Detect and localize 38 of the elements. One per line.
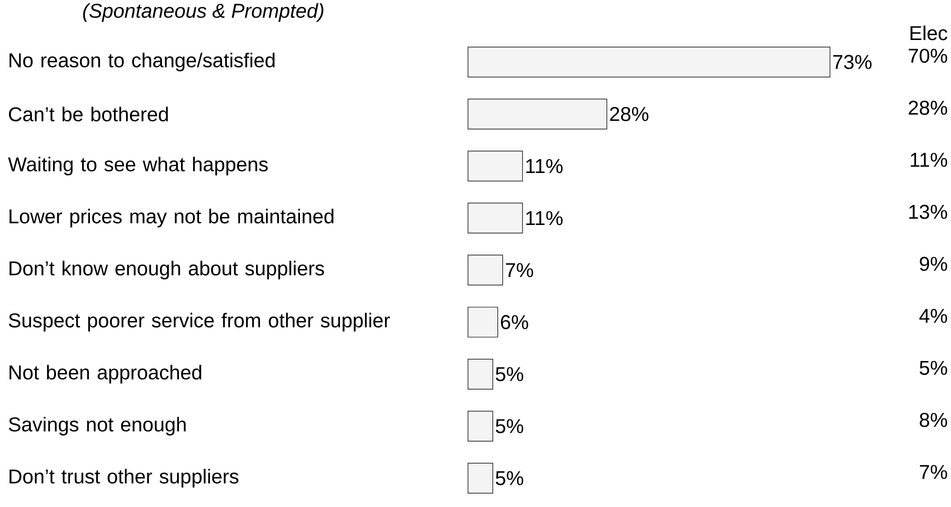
bar	[468, 462, 494, 494]
y-tick-label: Waiting to see what happens	[8, 156, 268, 176]
text: (Spontaneous & Prompted)	[83, 3, 324, 22]
y-tick-label: Don’t know enough about suppliers	[10, 260, 324, 280]
data-label: 11%	[526, 159, 563, 174]
y-tick-label: Don’t trust other suppliers	[10, 468, 238, 488]
bar	[468, 46, 830, 78]
bar	[468, 98, 608, 130]
y-tick-label: Suspect poorer service from other supplier	[8, 312, 390, 332]
text: 28%	[908, 100, 948, 115]
text: 70%	[908, 48, 948, 63]
text: 11%	[910, 152, 948, 167]
data-label: 5%	[496, 471, 524, 486]
text: 13%	[909, 204, 948, 219]
data-label: 11%	[526, 211, 563, 226]
text: 9%	[920, 256, 948, 271]
text: 7%	[920, 464, 948, 479]
data-label: 6%	[500, 315, 528, 330]
y-tick-label: Not been approached	[10, 364, 202, 384]
bar	[468, 202, 523, 234]
bar	[468, 254, 504, 286]
y-tick-label: No reason to change/satisfied	[10, 52, 275, 72]
bar	[468, 306, 498, 338]
text: 8%	[920, 412, 948, 428]
data-label: 5%	[496, 367, 524, 382]
text: Elec	[910, 26, 948, 40]
y-tick-label: Can’t be bothered	[8, 106, 168, 122]
bar	[468, 150, 523, 182]
bar	[468, 410, 494, 442]
y-tick-label: Lower prices may not be maintained	[10, 208, 334, 228]
bar	[468, 358, 494, 390]
text: 4%	[919, 308, 948, 323]
y-tick-label: Savings not enough	[8, 416, 186, 436]
data-label: 7%	[506, 263, 534, 278]
data-label: 5%	[496, 419, 524, 434]
data-label: 73%	[833, 54, 872, 70]
text: 5%	[920, 360, 948, 375]
data-label: 28%	[610, 106, 648, 122]
